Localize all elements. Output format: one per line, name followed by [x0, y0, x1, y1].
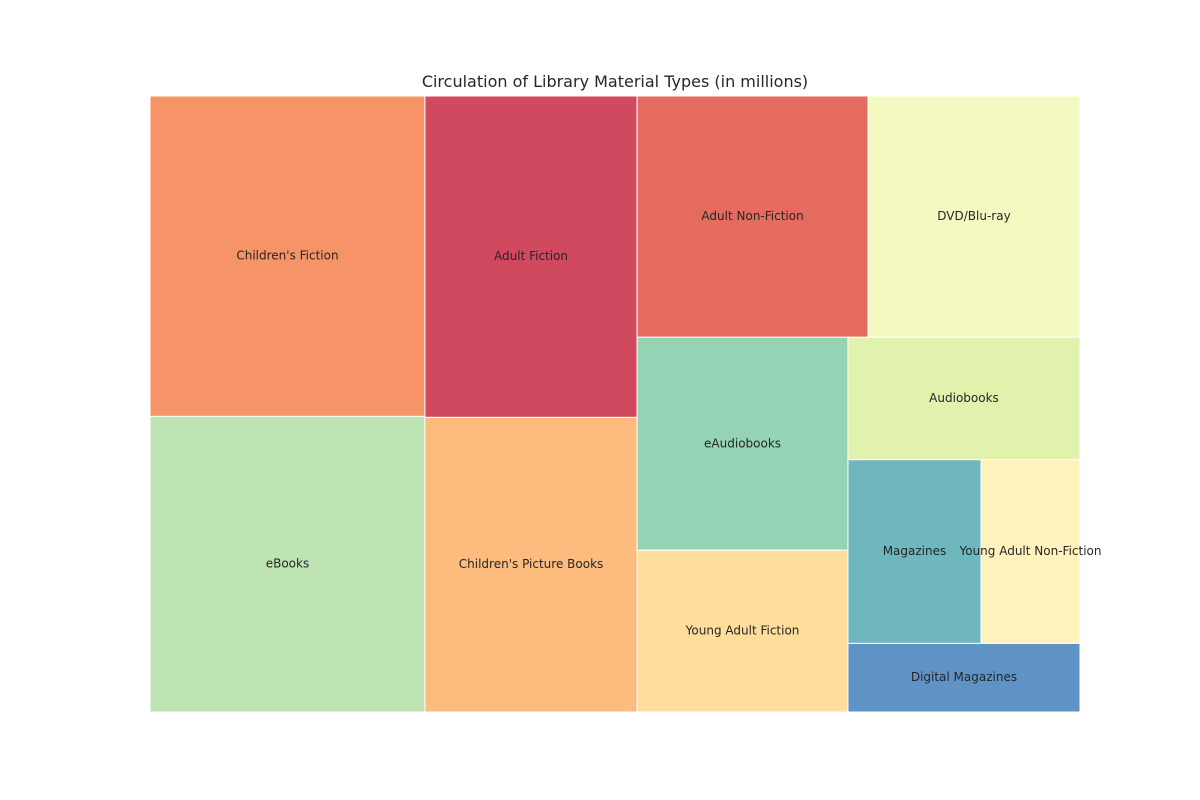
tile-ebooks: eBooks [149, 415, 426, 713]
tile-label: Adult Fiction [494, 249, 568, 263]
tile-label: DVD/Blu-ray [937, 209, 1010, 223]
tile-adult-fiction: Adult Fiction [424, 95, 638, 418]
tile-adult-non-fiction: Adult Non-Fiction [636, 95, 869, 338]
tile-eaudiobooks: eAudiobooks [636, 336, 849, 551]
treemap-tile [424, 416, 638, 713]
tile-label: Children's Picture Books [459, 557, 604, 571]
tile-children-s-fiction: Children's Fiction [149, 95, 426, 417]
treemap-tile [847, 642, 1081, 713]
treemap-tile [980, 459, 1081, 644]
tile-label: Audiobooks [929, 391, 999, 405]
tile-label: Digital Magazines [911, 670, 1017, 684]
tile-dvd-blu-ray: DVD/Blu-ray [867, 95, 1081, 338]
tile-children-s-picture-books: Children's Picture Books [424, 416, 638, 713]
tile-young-adult-non-fiction: Young Adult Non-Fiction [958, 459, 1101, 644]
tile-label: Young Adult Fiction [685, 624, 800, 638]
treemap-tile [636, 549, 849, 713]
tile-label: eBooks [266, 557, 310, 571]
tile-label: Adult Non-Fiction [701, 209, 803, 223]
tile-young-adult-fiction: Young Adult Fiction [636, 549, 849, 713]
treemap-tile [636, 95, 869, 338]
tile-label: Young Adult Non-Fiction [958, 544, 1101, 558]
treemap-tile [636, 336, 849, 551]
chart-title: Circulation of Library Material Types (i… [421, 72, 809, 91]
treemap-tile [847, 336, 1081, 461]
tile-label: eAudiobooks [704, 436, 781, 450]
treemap-tile [149, 415, 426, 713]
tile-label: Magazines [883, 544, 947, 558]
treemap-tile [867, 95, 1081, 338]
tile-label: Children's Fiction [236, 249, 338, 263]
tile-digital-magazines: Digital Magazines [847, 642, 1081, 713]
tile-audiobooks: Audiobooks [847, 336, 1081, 461]
